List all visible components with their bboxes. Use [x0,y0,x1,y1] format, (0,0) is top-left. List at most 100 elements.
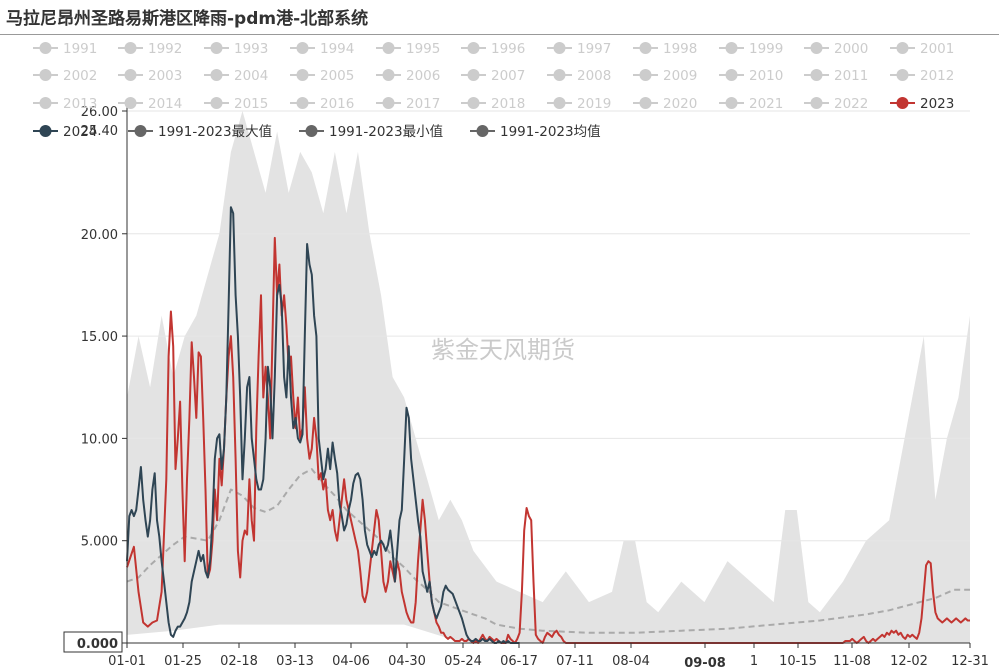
legend-label: 1998 [663,41,697,57]
y-tick-label: 15.00 [81,330,118,345]
legend-item-2020[interactable]: 2020 [633,96,697,112]
legend-label: 2011 [834,68,868,84]
legend-item-2004[interactable]: 2004 [204,68,268,84]
legend-marker [210,69,223,81]
legend-item-2016[interactable]: 2016 [290,96,354,112]
legend-label: 2008 [577,68,611,84]
legend-label: 1999 [749,41,783,57]
legend-item-2006[interactable]: 2006 [376,68,440,84]
legend-item-2024[interactable]: 2024 [33,124,97,140]
range-band-max-min [127,111,970,643]
legend-label: 1992 [148,41,182,57]
legend-marker [553,42,566,54]
legend: 1991 1992 1993 1994 1995 1996 1997 1998 1999 2000… [33,41,954,140]
legend-marker [39,42,52,54]
legend-item-2011[interactable]: 2011 [804,68,868,84]
legend-label: 2021 [749,96,783,112]
legend-item-2003[interactable]: 2003 [118,68,182,84]
legend-item-2022[interactable]: 2022 [804,96,868,112]
x-tick-label: 01-01 [108,654,146,669]
legend-marker [896,97,909,109]
legend-item-1991[interactable]: 1991 [33,41,97,57]
legend-marker [810,97,823,109]
x-tick-label: 04-06 [332,654,370,669]
legend-marker [296,42,309,54]
legend-marker [725,69,738,81]
legend-item-1991-2023最大值[interactable]: 1991-2023最大值 [128,124,272,140]
legend-item-2023[interactable]: 2023 [890,96,954,112]
legend-label: 2003 [148,68,182,84]
legend-marker [467,42,480,54]
legend-item-1996[interactable]: 1996 [461,41,525,57]
chart-title: 马拉尼昂州圣路易斯港区降雨-pdm港-北部系统 [6,9,369,29]
x-tick-label: 05-24 [444,654,482,669]
legend-item-2001[interactable]: 2001 [890,41,954,57]
x-tick-label: 1 [750,654,758,669]
x-tick-label: 04-30 [388,654,426,669]
legend-label: 2000 [834,41,868,57]
legend-item-1997[interactable]: 1997 [547,41,611,57]
legend-item-2012[interactable]: 2012 [890,68,954,84]
y-pointer-box [63,631,123,653]
legend-item-2019[interactable]: 2019 [547,96,611,112]
legend-marker [553,97,566,109]
legend-label: 2001 [920,41,954,57]
legend-item-1994[interactable]: 1994 [290,41,354,57]
legend-item-1998[interactable]: 1998 [633,41,697,57]
legend-marker [810,69,823,81]
legend-label: 1991-2023最大值 [158,124,272,140]
legend-label: 2007 [491,68,525,84]
legend-marker [725,97,738,109]
legend-item-2013[interactable]: 2013 [33,96,97,112]
range-band-layer [127,111,970,643]
legend-label: 1991-2023均值 [500,124,601,140]
x-tick-label: 11-08 [833,654,871,669]
legend-item-2008[interactable]: 2008 [547,68,611,84]
legend-label: 2018 [491,96,525,112]
legend-label: 2020 [663,96,697,112]
legend-label: 2010 [749,68,783,84]
legend-item-2015[interactable]: 2015 [204,96,268,112]
legend-item-2009[interactable]: 2009 [633,68,697,84]
legend-marker [124,42,137,54]
legend-label: 2017 [406,96,440,112]
x-tick-label: 02-18 [220,654,258,669]
legend-marker [639,42,652,54]
legend-label: 2014 [148,96,182,112]
legend-label: 1991 [63,41,97,57]
legend-marker [305,125,318,137]
legend-item-2017[interactable]: 2017 [376,96,440,112]
legend-item-2021[interactable]: 2021 [719,96,783,112]
legend-label: 2023 [920,96,954,112]
legend-item-1995[interactable]: 1995 [376,41,440,57]
legend-item-2014[interactable]: 2014 [118,96,182,112]
legend-label: 1991-2023最小值 [329,124,443,140]
x-tick-label: 12-31 [951,654,989,669]
legend-label: 2024 [63,124,97,140]
legend-item-1993[interactable]: 1993 [204,41,268,57]
legend-label: 2016 [320,96,354,112]
legend-item-2000[interactable]: 2000 [804,41,868,57]
legend-item-2002[interactable]: 2002 [33,68,97,84]
legend-marker [639,69,652,81]
legend-marker [382,97,395,109]
legend-marker [124,69,137,81]
legend-marker [134,125,147,137]
legend-marker [725,42,738,54]
legend-item-1991-2023最小值[interactable]: 1991-2023最小值 [299,124,443,140]
legend-item-1991-2023均值[interactable]: 1991-2023均值 [470,124,601,140]
legend-item-2018[interactable]: 2018 [461,96,525,112]
legend-marker [124,97,137,109]
legend-marker [39,125,52,137]
legend-marker [296,97,309,109]
legend-item-1992[interactable]: 1992 [118,41,182,57]
legend-item-2007[interactable]: 2007 [461,68,525,84]
legend-item-1999[interactable]: 1999 [719,41,783,57]
legend-item-2005[interactable]: 2005 [290,68,354,84]
watermark: 紫金天风期货 [431,336,575,364]
legend-marker [382,42,395,54]
y-tick-label: 5.000 [81,535,118,550]
y-tick-label: 26.00 [81,105,118,120]
legend-item-2010[interactable]: 2010 [719,68,783,84]
